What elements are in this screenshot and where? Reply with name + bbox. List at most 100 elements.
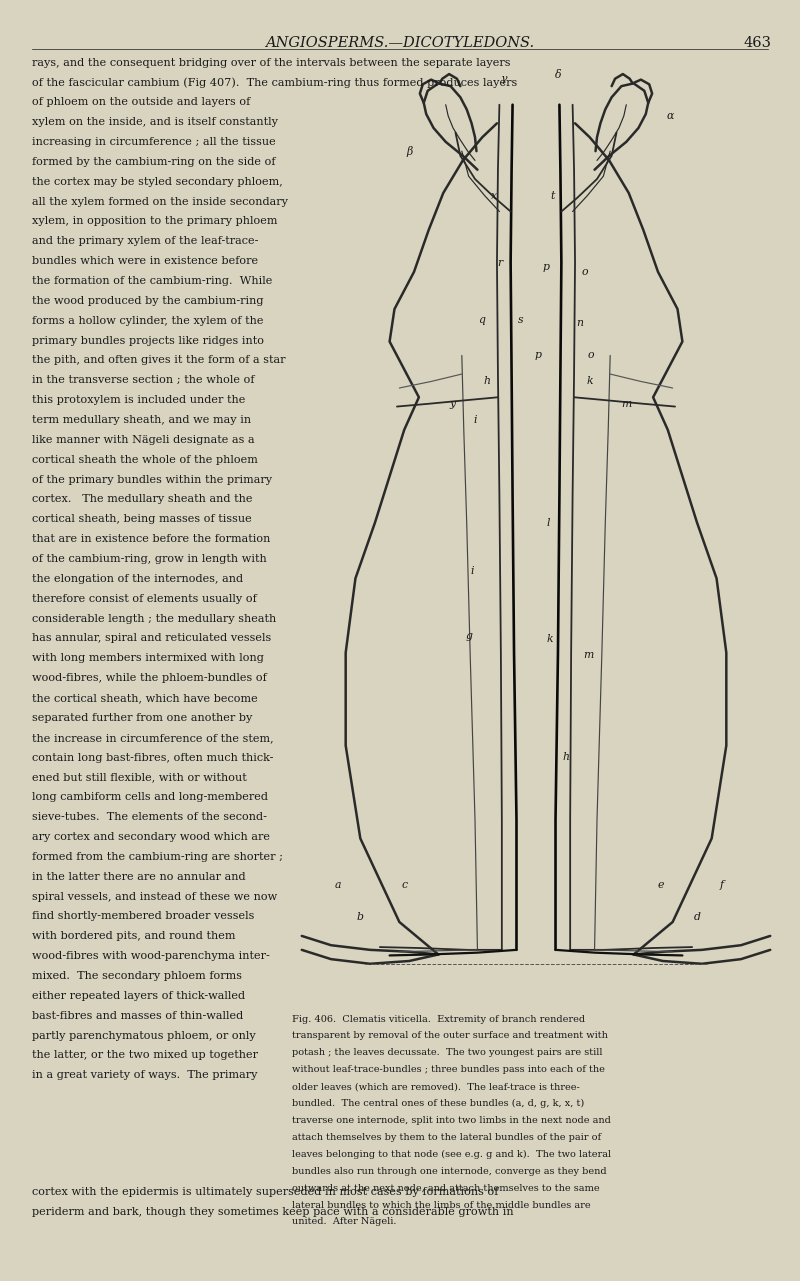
Text: cortex with the epidermis is ultimately superseded in most cases by formations o: cortex with the epidermis is ultimately … xyxy=(32,1187,498,1198)
Text: s: s xyxy=(518,315,523,325)
Text: potash ; the leaves decussate.  The two youngest pairs are still: potash ; the leaves decussate. The two y… xyxy=(292,1048,602,1057)
Text: p: p xyxy=(542,263,550,273)
Text: either repeated layers of thick-walled: either repeated layers of thick-walled xyxy=(32,990,245,1000)
Text: separated further from one another by: separated further from one another by xyxy=(32,712,252,722)
Text: attach themselves by them to the lateral bundles of the pair of: attach themselves by them to the lateral… xyxy=(292,1132,601,1141)
Text: primary bundles projects like ridges into: primary bundles projects like ridges int… xyxy=(32,336,264,346)
Text: the cortex may be styled secondary phloem,: the cortex may be styled secondary phloe… xyxy=(32,177,282,187)
Text: increasing in circumference ; all the tissue: increasing in circumference ; all the ti… xyxy=(32,137,276,147)
Text: i: i xyxy=(471,566,474,576)
Text: of the fascicular cambium (Fig 407).  The cambium-ring thus formed produces laye: of the fascicular cambium (Fig 407). The… xyxy=(32,78,518,88)
Text: bundled.  The central ones of these bundles (a, d, g, k, x, t): bundled. The central ones of these bundl… xyxy=(292,1099,584,1108)
Text: older leaves (which are removed).  The leaf-trace is three-: older leaves (which are removed). The le… xyxy=(292,1082,580,1091)
Text: leaves belonging to that node (see e.g. g and k).  The two lateral: leaves belonging to that node (see e.g. … xyxy=(292,1150,611,1159)
Text: outwards at the next node, and attach themselves to the same: outwards at the next node, and attach th… xyxy=(292,1184,600,1193)
Text: 463: 463 xyxy=(744,36,772,50)
Text: sieve-tubes.  The elements of the second-: sieve-tubes. The elements of the second- xyxy=(32,812,267,822)
Text: transparent by removal of the outer surface and treatment with: transparent by removal of the outer surf… xyxy=(292,1031,608,1040)
Text: cortical sheath the whole of the phloem: cortical sheath the whole of the phloem xyxy=(32,455,258,465)
Text: d: d xyxy=(694,912,701,922)
Text: g: g xyxy=(465,632,472,640)
Text: term medullary sheath, and we may in: term medullary sheath, and we may in xyxy=(32,415,251,425)
Text: b: b xyxy=(357,912,364,922)
Text: q: q xyxy=(478,315,485,325)
Text: of phloem on the outside and layers of: of phloem on the outside and layers of xyxy=(32,97,250,108)
Text: k: k xyxy=(586,377,593,387)
Text: the increase in circumference of the stem,: the increase in circumference of the ste… xyxy=(32,733,274,743)
Text: spiral vessels, and instead of these we now: spiral vessels, and instead of these we … xyxy=(32,892,278,902)
Text: of the primary bundles within the primary: of the primary bundles within the primar… xyxy=(32,474,272,484)
Text: k: k xyxy=(546,634,553,644)
Text: forms a hollow cylinder, the xylem of the: forms a hollow cylinder, the xylem of th… xyxy=(32,315,263,325)
Text: h: h xyxy=(484,377,490,387)
Text: xylem on the inside, and is itself constantly: xylem on the inside, and is itself const… xyxy=(32,117,278,127)
Text: o: o xyxy=(587,351,594,360)
Text: wood-fibres with wood-parenchyma inter-: wood-fibres with wood-parenchyma inter- xyxy=(32,951,270,961)
Text: r: r xyxy=(497,257,502,268)
Text: h: h xyxy=(562,752,570,762)
Text: ANGIOSPERMS.—DICOTYLEDONS.: ANGIOSPERMS.—DICOTYLEDONS. xyxy=(266,36,534,50)
Text: bast-fibres and masses of thin-walled: bast-fibres and masses of thin-walled xyxy=(32,1011,243,1021)
Text: the latter, or the two mixed up together: the latter, or the two mixed up together xyxy=(32,1050,258,1061)
Text: y: y xyxy=(449,398,455,409)
Text: the pith, and often gives it the form of a star: the pith, and often gives it the form of… xyxy=(32,355,286,365)
Text: cortical sheath, being masses of tissue: cortical sheath, being masses of tissue xyxy=(32,514,252,524)
Text: long cambiform cells and long-membered: long cambiform cells and long-membered xyxy=(32,792,268,802)
Text: a: a xyxy=(335,880,342,890)
Text: c: c xyxy=(401,880,407,890)
Text: formed by the cambium-ring on the side of: formed by the cambium-ring on the side o… xyxy=(32,156,275,167)
Text: x: x xyxy=(491,191,498,201)
Text: that are in existence before the formation: that are in existence before the formati… xyxy=(32,534,270,544)
Text: periderm and bark, though they sometimes keep pace with a considerable growth in: periderm and bark, though they sometimes… xyxy=(32,1207,514,1217)
Text: and the primary xylem of the leaf-trace-: and the primary xylem of the leaf-trace- xyxy=(32,236,258,246)
Text: all the xylem formed on the inside secondary: all the xylem formed on the inside secon… xyxy=(32,196,288,206)
Text: without leaf-trace-bundles ; three bundles pass into each of the: without leaf-trace-bundles ; three bundl… xyxy=(292,1066,605,1075)
Text: bundles also run through one internode, converge as they bend: bundles also run through one internode, … xyxy=(292,1167,606,1176)
Text: like manner with Nägeli designate as a: like manner with Nägeli designate as a xyxy=(32,434,254,445)
Text: m: m xyxy=(621,398,631,409)
Text: ened but still flexible, with or without: ened but still flexible, with or without xyxy=(32,772,246,783)
Text: t: t xyxy=(551,191,555,201)
Text: united.  After Nägeli.: united. After Nägeli. xyxy=(292,1217,397,1226)
Text: in the latter there are no annular and: in the latter there are no annular and xyxy=(32,871,246,881)
Text: partly parenchymatous phloem, or only: partly parenchymatous phloem, or only xyxy=(32,1030,256,1040)
Text: lateral bundles to which the limbs of the middle bundles are: lateral bundles to which the limbs of th… xyxy=(292,1200,590,1209)
Text: f: f xyxy=(719,880,723,890)
Text: in a great variety of ways.  The primary: in a great variety of ways. The primary xyxy=(32,1070,258,1080)
Text: the formation of the cambium-ring.  While: the formation of the cambium-ring. While xyxy=(32,275,272,286)
Text: wood-fibres, while the phloem-bundles of: wood-fibres, while the phloem-bundles of xyxy=(32,673,266,683)
Text: p: p xyxy=(535,351,542,360)
Text: γ: γ xyxy=(501,74,507,83)
Text: α: α xyxy=(666,111,674,120)
Text: n: n xyxy=(577,318,583,328)
Text: therefore consist of elements usually of: therefore consist of elements usually of xyxy=(32,593,257,603)
Text: i: i xyxy=(474,415,477,425)
Text: formed from the cambium-ring are shorter ;: formed from the cambium-ring are shorter… xyxy=(32,852,283,862)
Text: considerable length ; the medullary sheath: considerable length ; the medullary shea… xyxy=(32,614,276,624)
Text: the cortical sheath, which have become: the cortical sheath, which have become xyxy=(32,693,258,703)
Text: e: e xyxy=(658,880,664,890)
Text: this protoxylem is included under the: this protoxylem is included under the xyxy=(32,395,246,405)
Text: o: o xyxy=(582,266,588,277)
Text: Fig. 406.  Clematis viticella.  Extremity of branch rendered: Fig. 406. Clematis viticella. Extremity … xyxy=(292,1015,585,1024)
Text: bundles which were in existence before: bundles which were in existence before xyxy=(32,256,258,266)
Text: find shortly-membered broader vessels: find shortly-membered broader vessels xyxy=(32,911,254,921)
Text: l: l xyxy=(546,518,550,528)
Text: δ: δ xyxy=(554,70,562,79)
Text: m: m xyxy=(583,649,594,660)
Text: has annular, spiral and reticulated vessels: has annular, spiral and reticulated vess… xyxy=(32,633,271,643)
Text: in the transverse section ; the whole of: in the transverse section ; the whole of xyxy=(32,375,254,386)
Text: with bordered pits, and round them: with bordered pits, and round them xyxy=(32,931,235,942)
Text: traverse one internode, split into two limbs in the next node and: traverse one internode, split into two l… xyxy=(292,1116,611,1125)
Text: the wood produced by the cambium-ring: the wood produced by the cambium-ring xyxy=(32,296,263,306)
Text: contain long bast-fibres, often much thick-: contain long bast-fibres, often much thi… xyxy=(32,752,274,762)
Text: the elongation of the internodes, and: the elongation of the internodes, and xyxy=(32,574,243,584)
Text: cortex.   The medullary sheath and the: cortex. The medullary sheath and the xyxy=(32,494,253,505)
Text: xylem, in opposition to the primary phloem: xylem, in opposition to the primary phlo… xyxy=(32,216,278,227)
Text: β: β xyxy=(406,146,412,156)
Text: rays, and the consequent bridging over of the intervals between the separate lay: rays, and the consequent bridging over o… xyxy=(32,58,510,68)
Text: ary cortex and secondary wood which are: ary cortex and secondary wood which are xyxy=(32,831,270,842)
Text: with long members intermixed with long: with long members intermixed with long xyxy=(32,653,264,664)
Text: mixed.  The secondary phloem forms: mixed. The secondary phloem forms xyxy=(32,971,242,981)
Text: of the cambium-ring, grow in length with: of the cambium-ring, grow in length with xyxy=(32,553,266,564)
